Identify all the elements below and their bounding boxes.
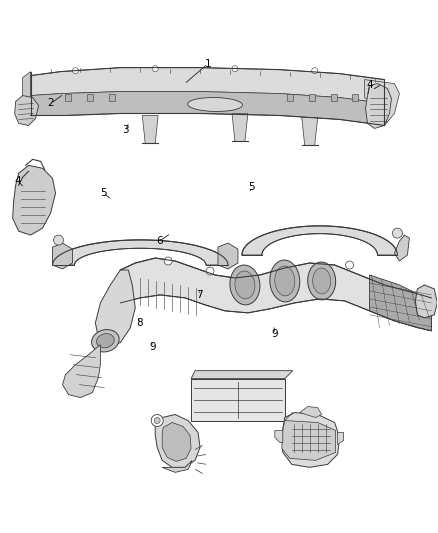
Polygon shape bbox=[331, 94, 337, 101]
Polygon shape bbox=[364, 79, 399, 125]
Circle shape bbox=[72, 68, 78, 74]
Text: 1: 1 bbox=[205, 59, 212, 69]
Polygon shape bbox=[218, 243, 238, 269]
Text: 5: 5 bbox=[248, 182, 255, 192]
Polygon shape bbox=[275, 431, 283, 442]
Circle shape bbox=[164, 257, 172, 265]
Polygon shape bbox=[120, 258, 431, 331]
Ellipse shape bbox=[187, 98, 242, 111]
Circle shape bbox=[346, 261, 353, 269]
Ellipse shape bbox=[230, 265, 260, 305]
Text: 2: 2 bbox=[48, 99, 54, 108]
Polygon shape bbox=[162, 461, 192, 472]
Polygon shape bbox=[338, 432, 343, 445]
Circle shape bbox=[152, 66, 158, 71]
Polygon shape bbox=[66, 94, 71, 101]
Ellipse shape bbox=[275, 266, 295, 296]
Polygon shape bbox=[110, 94, 115, 101]
Polygon shape bbox=[352, 94, 357, 101]
Polygon shape bbox=[13, 165, 56, 235]
Ellipse shape bbox=[96, 334, 114, 348]
Polygon shape bbox=[415, 285, 437, 318]
Ellipse shape bbox=[313, 268, 331, 294]
Polygon shape bbox=[31, 92, 385, 125]
Polygon shape bbox=[282, 413, 339, 467]
Polygon shape bbox=[370, 275, 431, 331]
Polygon shape bbox=[366, 84, 392, 128]
Text: 4: 4 bbox=[366, 80, 373, 90]
Polygon shape bbox=[287, 94, 293, 101]
Circle shape bbox=[53, 235, 64, 245]
Polygon shape bbox=[23, 71, 31, 122]
Polygon shape bbox=[142, 116, 158, 143]
Polygon shape bbox=[53, 243, 72, 269]
Circle shape bbox=[232, 66, 238, 71]
Text: 9: 9 bbox=[149, 342, 156, 352]
Circle shape bbox=[312, 68, 318, 74]
Polygon shape bbox=[300, 407, 321, 417]
Polygon shape bbox=[232, 114, 248, 141]
Polygon shape bbox=[63, 345, 100, 398]
Polygon shape bbox=[155, 415, 200, 467]
Ellipse shape bbox=[92, 329, 119, 352]
Ellipse shape bbox=[270, 260, 300, 302]
Polygon shape bbox=[162, 423, 191, 462]
Text: 9: 9 bbox=[272, 329, 278, 339]
Polygon shape bbox=[242, 226, 397, 255]
Text: 5: 5 bbox=[100, 188, 106, 198]
Text: 3: 3 bbox=[122, 125, 128, 135]
Circle shape bbox=[392, 228, 403, 238]
Circle shape bbox=[206, 267, 214, 275]
Circle shape bbox=[151, 415, 163, 426]
Text: 4: 4 bbox=[15, 176, 21, 187]
Polygon shape bbox=[14, 95, 39, 125]
Polygon shape bbox=[282, 421, 336, 461]
Circle shape bbox=[154, 417, 160, 424]
Ellipse shape bbox=[308, 262, 336, 300]
Polygon shape bbox=[53, 240, 228, 265]
Polygon shape bbox=[309, 94, 314, 101]
Text: 7: 7 bbox=[196, 290, 203, 300]
Ellipse shape bbox=[235, 271, 255, 299]
Polygon shape bbox=[88, 94, 93, 101]
Polygon shape bbox=[95, 270, 135, 345]
Text: 6: 6 bbox=[157, 236, 163, 246]
Polygon shape bbox=[191, 378, 285, 421]
Text: 8: 8 bbox=[136, 318, 143, 328]
Polygon shape bbox=[302, 117, 318, 146]
Polygon shape bbox=[395, 235, 410, 261]
Polygon shape bbox=[191, 370, 293, 378]
Polygon shape bbox=[31, 68, 385, 103]
